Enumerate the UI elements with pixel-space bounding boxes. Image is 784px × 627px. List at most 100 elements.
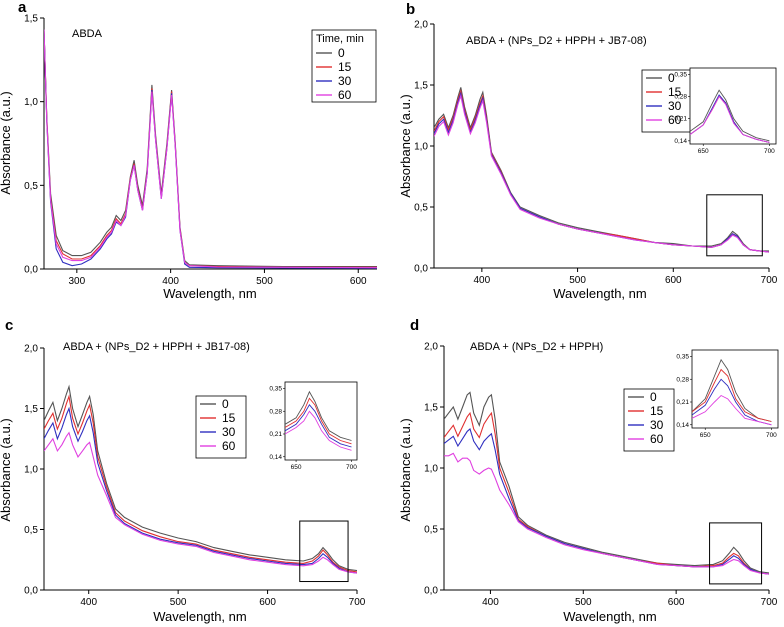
panel-letter-b: b <box>406 1 415 18</box>
inset-c: 0,14 0,21 0,28 0,35 650 700 <box>269 381 358 471</box>
inset-b: 0,14 0,21 0,28 0,35 650 700 <box>674 67 777 155</box>
y-axis-label-c: Absorbance (a.u.) <box>0 418 13 521</box>
legend-label-d-60: 60 <box>650 432 664 446</box>
x-axis-label-c: Wavelength, nm <box>153 609 246 624</box>
series-line-b-0 <box>434 87 769 252</box>
x-tick-label-a: 600 <box>350 276 367 287</box>
y-tick-label-a: 0,5 <box>24 181 38 192</box>
legend-label-b-30: 30 <box>668 99 682 113</box>
y-tick-label-d: 2,0 <box>424 342 438 353</box>
inset-d: 0,14 0,21 0,28 0,35 650 700 <box>676 349 779 439</box>
x-tick-label-a: 300 <box>68 276 85 287</box>
legend-label-d-15: 15 <box>650 404 664 418</box>
series-line-c-15 <box>44 394 357 573</box>
series-line-c-60 <box>44 431 357 574</box>
chart-title-c: ABDA + (NPs_D2 + HPPH + JB17-08) <box>63 341 250 353</box>
y-tick-label-d: 1,5 <box>424 403 438 414</box>
x-tick-label-b: 600 <box>665 275 682 286</box>
x-axis-label-b: Wavelength, nm <box>553 286 646 301</box>
inset-x-tick-label-c: 650 <box>291 464 302 471</box>
zoom-box-c <box>299 520 349 583</box>
x-tick-label-d: 500 <box>575 597 592 608</box>
inset-y-tick-label-d: 0,14 <box>676 422 689 429</box>
y-axis-label-a: Absorbance (a.u.) <box>0 91 13 194</box>
x-tick-label-c: 500 <box>170 597 187 608</box>
panel-b: b ABDA + (NPs_D2 + HPPH + JB7-08) 400 500 60… <box>398 1 778 301</box>
series-line-d-0 <box>444 391 769 574</box>
inset-series-line-c-0 <box>285 390 352 441</box>
legend-box-a <box>311 29 377 103</box>
x-tick-label-a: 400 <box>162 276 179 287</box>
legend-label-a-60: 60 <box>338 88 352 102</box>
inset-series-line-d-0 <box>692 358 772 422</box>
y-tick-label-c: 0,0 <box>24 586 38 597</box>
legend-title-a: Time, min <box>316 33 364 45</box>
y-tick-label-c: 2,0 <box>24 344 38 355</box>
inset-y-tick-label-b: 0,14 <box>674 138 687 145</box>
y-tick-label-d: 1,0 <box>424 464 438 475</box>
y-tick-label-b: 0,5 <box>414 203 428 214</box>
inset-frame-c <box>284 381 358 461</box>
x-tick-label-c: 400 <box>80 597 97 608</box>
legend-label-d-30: 30 <box>650 418 664 432</box>
inset-x-tick-label-d: 650 <box>700 432 711 439</box>
y-tick-label-c: 0,5 <box>24 525 38 536</box>
inset-y-tick-label-b: 0,21 <box>674 116 687 123</box>
y-tick-label-d: 0,5 <box>424 525 438 536</box>
zoom-box-b <box>706 194 763 257</box>
inset-y-tick-label-d: 0,28 <box>676 376 689 383</box>
inset-y-tick-label-c: 0,28 <box>269 408 282 415</box>
zoom-box-d <box>709 522 763 585</box>
x-tick-label-b: 700 <box>761 275 778 286</box>
inset-x-tick-label-b: 700 <box>764 148 775 155</box>
y-tick-label-a: 1,0 <box>24 97 38 108</box>
x-axis-label-a: Wavelength, nm <box>163 286 256 301</box>
series-line-c-0 <box>44 384 357 572</box>
y-tick-label-b: 1,0 <box>414 142 428 153</box>
inset-series-line-c-1 <box>285 397 352 445</box>
inset-y-tick-label-c: 0,21 <box>269 431 282 438</box>
x-tick-label-a: 500 <box>256 276 273 287</box>
series-line-c-30 <box>44 406 357 574</box>
series-line-b-30 <box>434 91 769 253</box>
legend-label-a-0: 0 <box>338 46 345 60</box>
legend-label-d-0: 0 <box>650 390 657 404</box>
inset-series-line-d-1 <box>692 368 772 422</box>
legend-label-b-60: 60 <box>668 113 682 127</box>
y-axis-label-d: Absorbance (a.u.) <box>398 418 413 521</box>
x-tick-label-c: 700 <box>349 597 366 608</box>
legend-label-c-30: 30 <box>222 425 236 439</box>
x-tick-label-b: 400 <box>474 275 491 286</box>
inset-series-line-c-2 <box>285 404 352 448</box>
chart-title-b: ABDA + (NPs_D2 + HPPH + JB7-08) <box>466 35 647 47</box>
legend-label-c-0: 0 <box>222 397 229 411</box>
inset-x-tick-label-d: 700 <box>766 432 777 439</box>
panel-letter-c: c <box>5 317 13 334</box>
series-line-a-60 <box>44 29 377 269</box>
inset-y-tick-label-c: 0,14 <box>269 454 282 461</box>
y-tick-label-c: 1,5 <box>24 404 38 415</box>
x-tick-label-c: 600 <box>259 597 276 608</box>
y-tick-label-a: 1,5 <box>24 14 38 25</box>
y-tick-label-b: 2,0 <box>414 20 428 31</box>
panel-c: c ABDA + (NPs_D2 + HPPH + JB17-08) 400 500 6… <box>0 317 366 624</box>
legend-box-b <box>641 69 693 133</box>
chart-title-a: ABDA <box>72 28 103 40</box>
inset-series-line-b-3 <box>690 95 770 143</box>
inset-frame-b <box>689 67 777 145</box>
inset-y-tick-label-b: 0,35 <box>674 71 687 78</box>
inset-x-tick-label-b: 650 <box>698 148 709 155</box>
y-tick-label-c: 1,0 <box>24 465 38 476</box>
chart-title-d: ABDA + (NPs_D2 + HPPH) <box>470 341 603 353</box>
y-tick-label-b: 0,0 <box>414 264 428 275</box>
legend-label-b-15: 15 <box>668 85 682 99</box>
series-line-b-60 <box>434 93 769 253</box>
inset-series-line-c-3 <box>285 410 352 451</box>
inset-y-tick-label-d: 0,35 <box>676 354 689 361</box>
inset-x-tick-label-c: 700 <box>346 464 357 471</box>
